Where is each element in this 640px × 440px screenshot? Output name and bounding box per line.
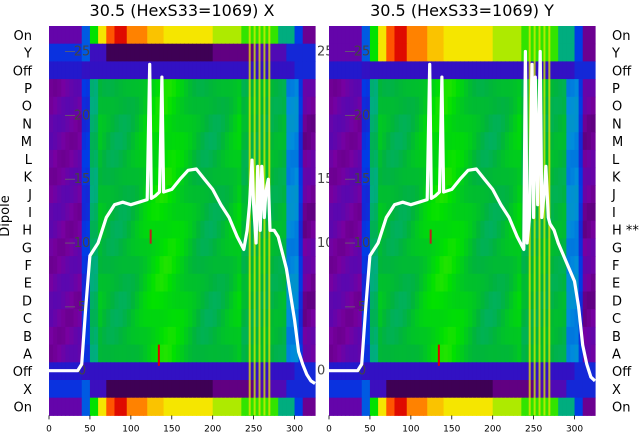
row-label: On (14, 29, 32, 44)
row-label: N (22, 117, 32, 132)
row-label: I (28, 206, 32, 221)
row-label: A (23, 347, 32, 362)
x-tick-label: 100 (122, 424, 139, 434)
x-tick-label: 200 (204, 424, 221, 434)
x-tick-label: 0 (46, 424, 52, 434)
row-label: On (14, 401, 32, 416)
row-label: Y (23, 47, 32, 62)
row-label: E (612, 277, 620, 292)
row-label: L (25, 153, 33, 168)
overlay-tick-label-right: 0 (317, 364, 325, 379)
overlay-line (49, 62, 316, 385)
row-label: Off (612, 64, 632, 79)
x-tick-label: 150 (443, 424, 460, 434)
x-tick-label: 250 (245, 424, 262, 434)
row-label: M (21, 135, 32, 150)
overlay-tick-label: 10 (354, 236, 371, 251)
overlay-tick-label: 5 (78, 300, 86, 315)
row-label: C (23, 312, 32, 327)
x-tick-label: 100 (402, 424, 419, 434)
row-label: K (612, 170, 621, 185)
overlay-tick-label: 15 (74, 172, 91, 187)
overlay-tick-label: 10 (74, 236, 91, 251)
overlay-tick-label: 25 (74, 45, 91, 60)
overlay-tick-label: 20 (74, 108, 91, 123)
x-tick-label: 200 (484, 424, 501, 434)
row-label: F (612, 259, 619, 274)
overlay-tick-label: 15 (354, 172, 371, 187)
row-label: N (612, 117, 622, 132)
row-label: E (24, 277, 32, 292)
x-tick-label: 50 (84, 424, 96, 434)
row-label: G (612, 241, 622, 256)
overlay-tick-label: 0 (358, 364, 366, 379)
row-label: F (25, 259, 32, 274)
row-label: H ** (612, 224, 639, 239)
chart-title: 30.5 (HexS33=1069) Y (370, 1, 554, 20)
overlay-tick-label: 5 (358, 300, 366, 315)
row-label: D (612, 294, 622, 309)
row-label: B (23, 330, 32, 345)
overlay-line (329, 49, 597, 383)
row-label: Y (611, 47, 620, 62)
row-label: Off (612, 365, 632, 380)
row-label: P (24, 82, 32, 97)
row-label: G (22, 241, 32, 256)
row-label: On (612, 401, 630, 416)
row-label: D (22, 294, 32, 309)
row-label: H (22, 224, 32, 239)
row-label: I (612, 206, 616, 221)
row-label: X (23, 383, 32, 398)
row-label: X (612, 383, 621, 398)
row-label: A (612, 347, 621, 362)
heatmap-background (49, 26, 316, 416)
row-label: B (612, 330, 621, 345)
overlay-tick-label: 0 (78, 364, 86, 379)
row-label: Off (13, 64, 33, 79)
x-tick-label: 300 (286, 424, 303, 434)
x-tick-label: 300 (566, 424, 583, 434)
row-label: Off (13, 365, 33, 380)
y-axis-label: Dipole (0, 195, 13, 236)
heatmap-background (329, 26, 596, 416)
row-label: On (612, 29, 630, 44)
overlay-tick-label: 20 (354, 108, 371, 123)
x-tick-label: 150 (163, 424, 180, 434)
row-label: C (612, 312, 621, 327)
row-label: M (612, 135, 623, 150)
x-tick-label: 0 (326, 424, 332, 434)
row-label: P (612, 82, 620, 97)
row-label: O (612, 100, 622, 115)
row-label: K (23, 170, 32, 185)
chart-title: 30.5 (HexS33=1069) X (90, 1, 275, 20)
x-tick-label: 250 (525, 424, 542, 434)
overlay-tick-label: 25 (354, 45, 371, 60)
x-tick-label: 50 (364, 424, 376, 434)
row-label: L (612, 153, 620, 168)
row-label: J (27, 188, 32, 203)
row-label: J (611, 188, 616, 203)
row-label: O (22, 100, 32, 115)
